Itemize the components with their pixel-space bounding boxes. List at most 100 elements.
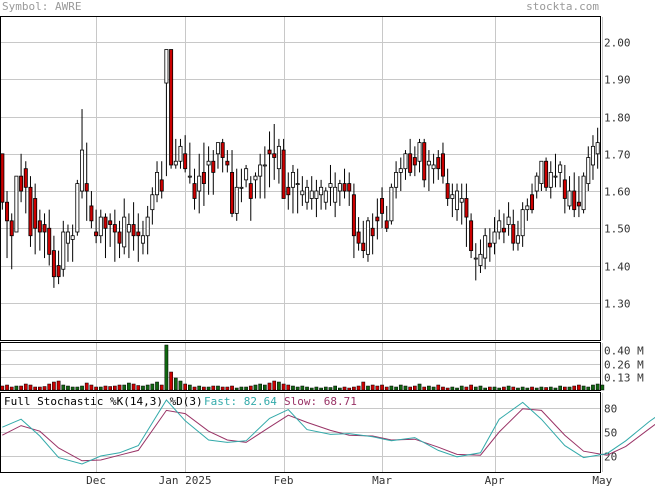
candle-down [220,142,225,158]
candle-down [511,224,516,244]
volume-bar [150,383,155,391]
candle-up [98,216,103,237]
candle-down [56,265,61,278]
volume-bar [497,387,502,391]
volume-bar [361,381,366,391]
candle-up [473,257,478,260]
volume-bar [80,385,84,391]
candle-up [234,186,239,214]
volume-bar [483,387,487,391]
candle-up [80,149,85,192]
candle-down [469,220,474,252]
candle-down [380,198,385,214]
candle-up [197,175,202,192]
candle-down [445,183,450,199]
x-tick-label: May [592,474,612,486]
candle-up [590,145,595,166]
candle-down [347,183,352,192]
candle-down [375,216,380,222]
brand-link[interactable]: stockta.com [526,0,599,13]
volume-bar [323,386,328,391]
candle-down [572,190,577,211]
price-frame [0,16,601,341]
candle-up [253,175,258,181]
volume-bar [506,385,511,391]
candle-down [562,179,567,199]
volume-bar [188,384,192,391]
candle-down [225,160,230,166]
candle-down [51,250,56,278]
volume-bar [558,385,562,391]
volume-bar [586,386,591,391]
candle-up [145,216,150,237]
candle-up [178,145,183,162]
candle-down [19,175,24,192]
volume-bar [197,385,202,391]
candle-up [239,186,244,189]
volume-bar [305,386,309,391]
candle-up [295,183,300,185]
volume-bar [295,386,300,391]
volume-bar [370,384,375,391]
volume-bar [403,385,408,391]
candle-down [230,172,235,214]
volume-bar [563,386,567,391]
volume-bar [263,384,267,391]
volume-bar [431,386,436,391]
candle-down [28,186,33,237]
volume-bar [427,385,431,391]
volume-bar [380,384,384,391]
candle-down [281,149,286,199]
volume-bar [502,386,506,391]
volume-bar [220,386,225,391]
volume-bar [548,386,553,391]
volume-bar [183,383,187,391]
volume-bar [544,387,548,391]
volume-bar [488,386,492,391]
volume-bar [141,385,145,391]
candle-down [103,216,108,229]
stoch-tick-label: 50 [604,427,617,440]
candle-down [169,49,174,166]
candle-down [37,220,42,233]
candle-down [501,227,506,233]
candle-up [305,186,310,203]
candle-up [122,216,127,248]
price-tick-label: 1.40 [604,261,631,274]
candle-down [112,224,117,233]
candle-down [422,142,427,181]
candle-up [337,183,342,192]
candle-down [530,194,535,211]
volume-bar [352,386,356,391]
volume-bar [281,383,286,391]
candle-up [61,231,66,270]
x-tick-label: Apr [485,474,505,486]
volume-bar [19,385,23,391]
candle-down [23,168,28,188]
volume-bar [445,387,450,391]
candle-down [136,231,141,237]
candle-up [553,175,558,178]
volume-bar [441,386,445,391]
volume-bar [164,344,169,391]
price-tick-label: 1.60 [604,186,631,199]
candle-down [351,194,356,237]
volume-bar [342,386,347,391]
candle-up [70,235,75,240]
candle-down [487,242,492,248]
volume-bar [253,384,258,391]
candle-down [544,160,549,188]
slow-line [2,408,655,462]
candle-down [0,153,5,203]
candle-up [155,172,160,196]
candle-up [328,183,333,188]
candle-down [412,157,417,166]
candle-down [272,153,277,158]
volume-bar [272,380,277,391]
x-axis: Dec Jan 2025 Feb Mar Apr May [86,474,612,486]
volume-bar [211,385,216,391]
stoch-tick-label: 20 [604,451,617,464]
candle-up [478,253,483,266]
volume-bar [464,386,469,391]
symbol-label: Symbol: AWRE [2,0,82,13]
